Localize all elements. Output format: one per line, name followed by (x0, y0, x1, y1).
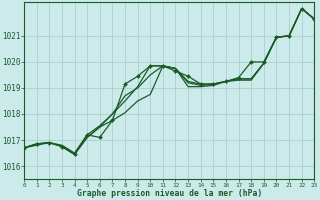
X-axis label: Graphe pression niveau de la mer (hPa): Graphe pression niveau de la mer (hPa) (76, 189, 262, 198)
